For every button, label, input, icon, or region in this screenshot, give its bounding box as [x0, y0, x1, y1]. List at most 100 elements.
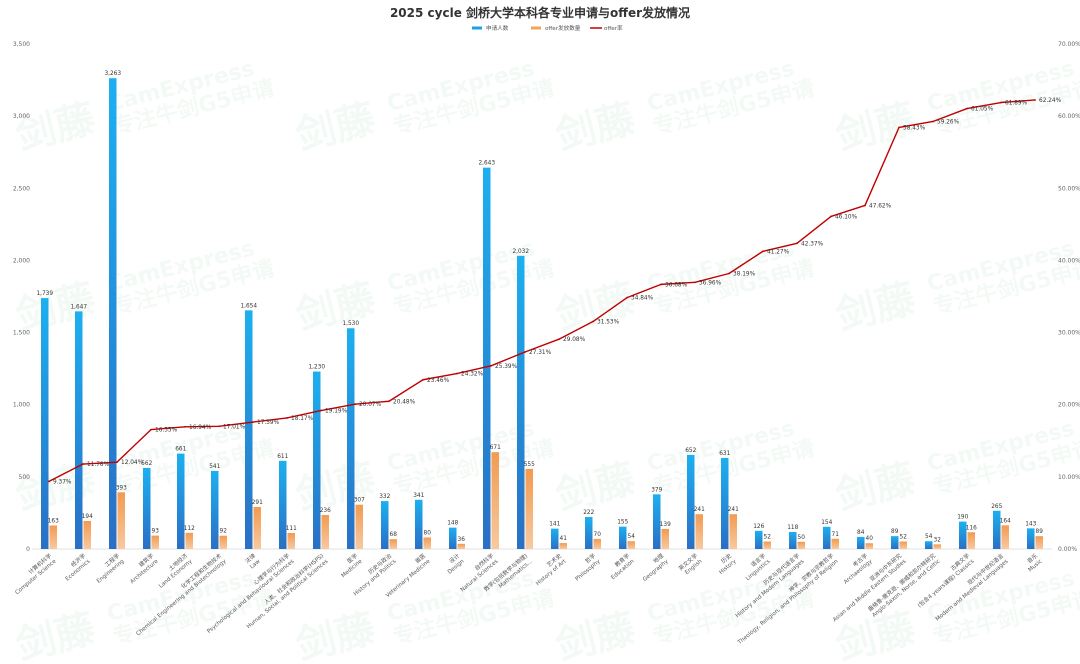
offers-value-label: 70 — [594, 532, 602, 538]
offers-bar — [491, 452, 499, 549]
applicants-value-label: 222 — [583, 510, 594, 516]
watermark-tile: 剑藤CamExpress专注牛剑G5申请 — [11, 56, 277, 159]
offers-bar — [321, 514, 329, 549]
watermark-tile: 剑藤CamExpress专注牛剑G5申请 — [831, 416, 1080, 519]
offer-rate-value-label: 59.26% — [937, 119, 960, 125]
applicants-value-label: 265 — [991, 504, 1002, 510]
applicants-bar — [653, 494, 661, 549]
offers-value-label: 40 — [866, 536, 874, 542]
offer-rate-point — [728, 272, 730, 275]
offers-value-label: 111 — [286, 526, 297, 532]
applicants-bar — [279, 460, 287, 549]
watermark-logo-text: 剑藤 — [291, 95, 381, 159]
offers-value-label: 80 — [424, 530, 432, 536]
watermark-tile: 剑藤CamExpress专注牛剑G5申请 — [831, 56, 1080, 159]
offer-rate-value-label: 41.27% — [767, 249, 790, 255]
offers-bar — [967, 532, 975, 549]
offer-rate-point — [694, 281, 696, 284]
offers-bar — [185, 532, 193, 549]
offers-bar — [559, 543, 567, 549]
offers-bar — [695, 514, 703, 549]
applicants-bar — [925, 541, 933, 549]
offer-rate-point — [490, 364, 492, 367]
offers-bar — [219, 535, 227, 549]
offer-rate-point — [354, 403, 356, 406]
offers-value-label: 68 — [390, 532, 398, 538]
watermark-logo-text: 剑藤 — [551, 455, 641, 519]
applicants-bar — [75, 311, 83, 549]
applicants-value-label: 54 — [925, 534, 933, 540]
offers-value-label: 236 — [320, 508, 331, 514]
applicants-value-label: 1,654 — [240, 303, 257, 309]
offer-rate-value-label: 16.94% — [189, 425, 212, 431]
applicants-value-label: 2,032 — [512, 249, 529, 255]
offers-bar — [457, 543, 465, 549]
right-axis-tick: 10.00% — [1058, 474, 1080, 481]
offers-value-label: 393 — [116, 485, 127, 491]
offer-rate-point — [422, 378, 424, 381]
offers-bar — [933, 544, 941, 549]
offers-value-label: 307 — [354, 498, 365, 504]
offer-rate-point — [320, 409, 322, 412]
offers-value-label: 52 — [900, 534, 908, 540]
offer-rate-point — [116, 461, 118, 464]
watermark-logo-text: 剑藤 — [831, 275, 921, 339]
offer-rate-point — [252, 421, 254, 424]
offer-rate-point — [82, 463, 84, 465]
legend: 申请人数 offer发放数量 offer率 — [472, 24, 623, 32]
applicants-value-label: 1,647 — [70, 304, 87, 310]
applicants-bar — [1027, 528, 1035, 549]
offers-value-label: 41 — [560, 536, 568, 542]
applicants-value-label: 379 — [651, 487, 662, 493]
left-axis-tick: 3,500 — [13, 41, 30, 48]
right-axis-tick: 30.00% — [1058, 330, 1080, 337]
offer-rate-point — [48, 480, 50, 483]
offers-bar — [593, 538, 601, 549]
data-labels: 1,739 1,647 3,263 562 661 541 1,654 611 1,230 1,5… — [36, 71, 1061, 543]
offers-bar — [729, 514, 737, 549]
offer-rate-point — [218, 425, 220, 428]
right-axis-tick: 70.00% — [1058, 41, 1080, 48]
offer-rate-value-label: 20.48% — [393, 399, 416, 405]
offer-rate-point — [286, 417, 288, 419]
offers-value-label: 52 — [764, 534, 772, 540]
offers-value-label: 241 — [694, 507, 705, 513]
applicants-bar — [687, 454, 695, 549]
offer-rate-point — [184, 425, 186, 428]
offer-rate-point — [796, 242, 798, 245]
applicants-value-label: 341 — [413, 493, 424, 499]
offer-rate-point — [660, 283, 662, 286]
left-axis-tick: 1,000 — [13, 402, 30, 409]
watermark-logo-text: 剑藤 — [551, 605, 641, 664]
offers-bar — [1035, 536, 1043, 549]
applicants-value-label: 89 — [891, 529, 899, 535]
watermark-logo-text: 剑藤 — [551, 95, 641, 159]
offer-rate-value-label: 58.43% — [903, 125, 926, 131]
offers-bar — [49, 525, 57, 549]
legend-label-0: 申请人数 — [486, 24, 509, 32]
watermark-tile: 剑藤CamExpress专注牛剑G5申请 — [551, 56, 817, 159]
applicants-bar — [993, 510, 1001, 549]
applicants-value-label: 190 — [957, 515, 968, 521]
offer-rate-value-label: 12.04% — [121, 460, 144, 466]
offers-value-label: 54 — [628, 534, 636, 540]
applicants-value-label: 332 — [379, 494, 390, 500]
applicants-value-label: 1,739 — [36, 291, 53, 297]
offers-value-label: 671 — [490, 445, 501, 451]
offers-bar — [525, 468, 533, 549]
applicants-bar — [721, 457, 729, 549]
applicants-value-label: 2,643 — [478, 161, 495, 167]
offer-rate-value-label: 19.19% — [325, 409, 348, 415]
offer-rate-point — [932, 120, 934, 123]
applicants-value-label: 652 — [685, 448, 696, 454]
applicants-bar — [551, 528, 559, 549]
watermark-logo-text: 剑藤 — [291, 275, 381, 339]
offer-rate-value-label: 46.10% — [835, 214, 858, 220]
offer-rate-value-label: 31.53% — [597, 320, 620, 326]
applicants-value-label: 155 — [617, 520, 628, 526]
offer-rate-value-label: 16.55% — [155, 428, 178, 434]
